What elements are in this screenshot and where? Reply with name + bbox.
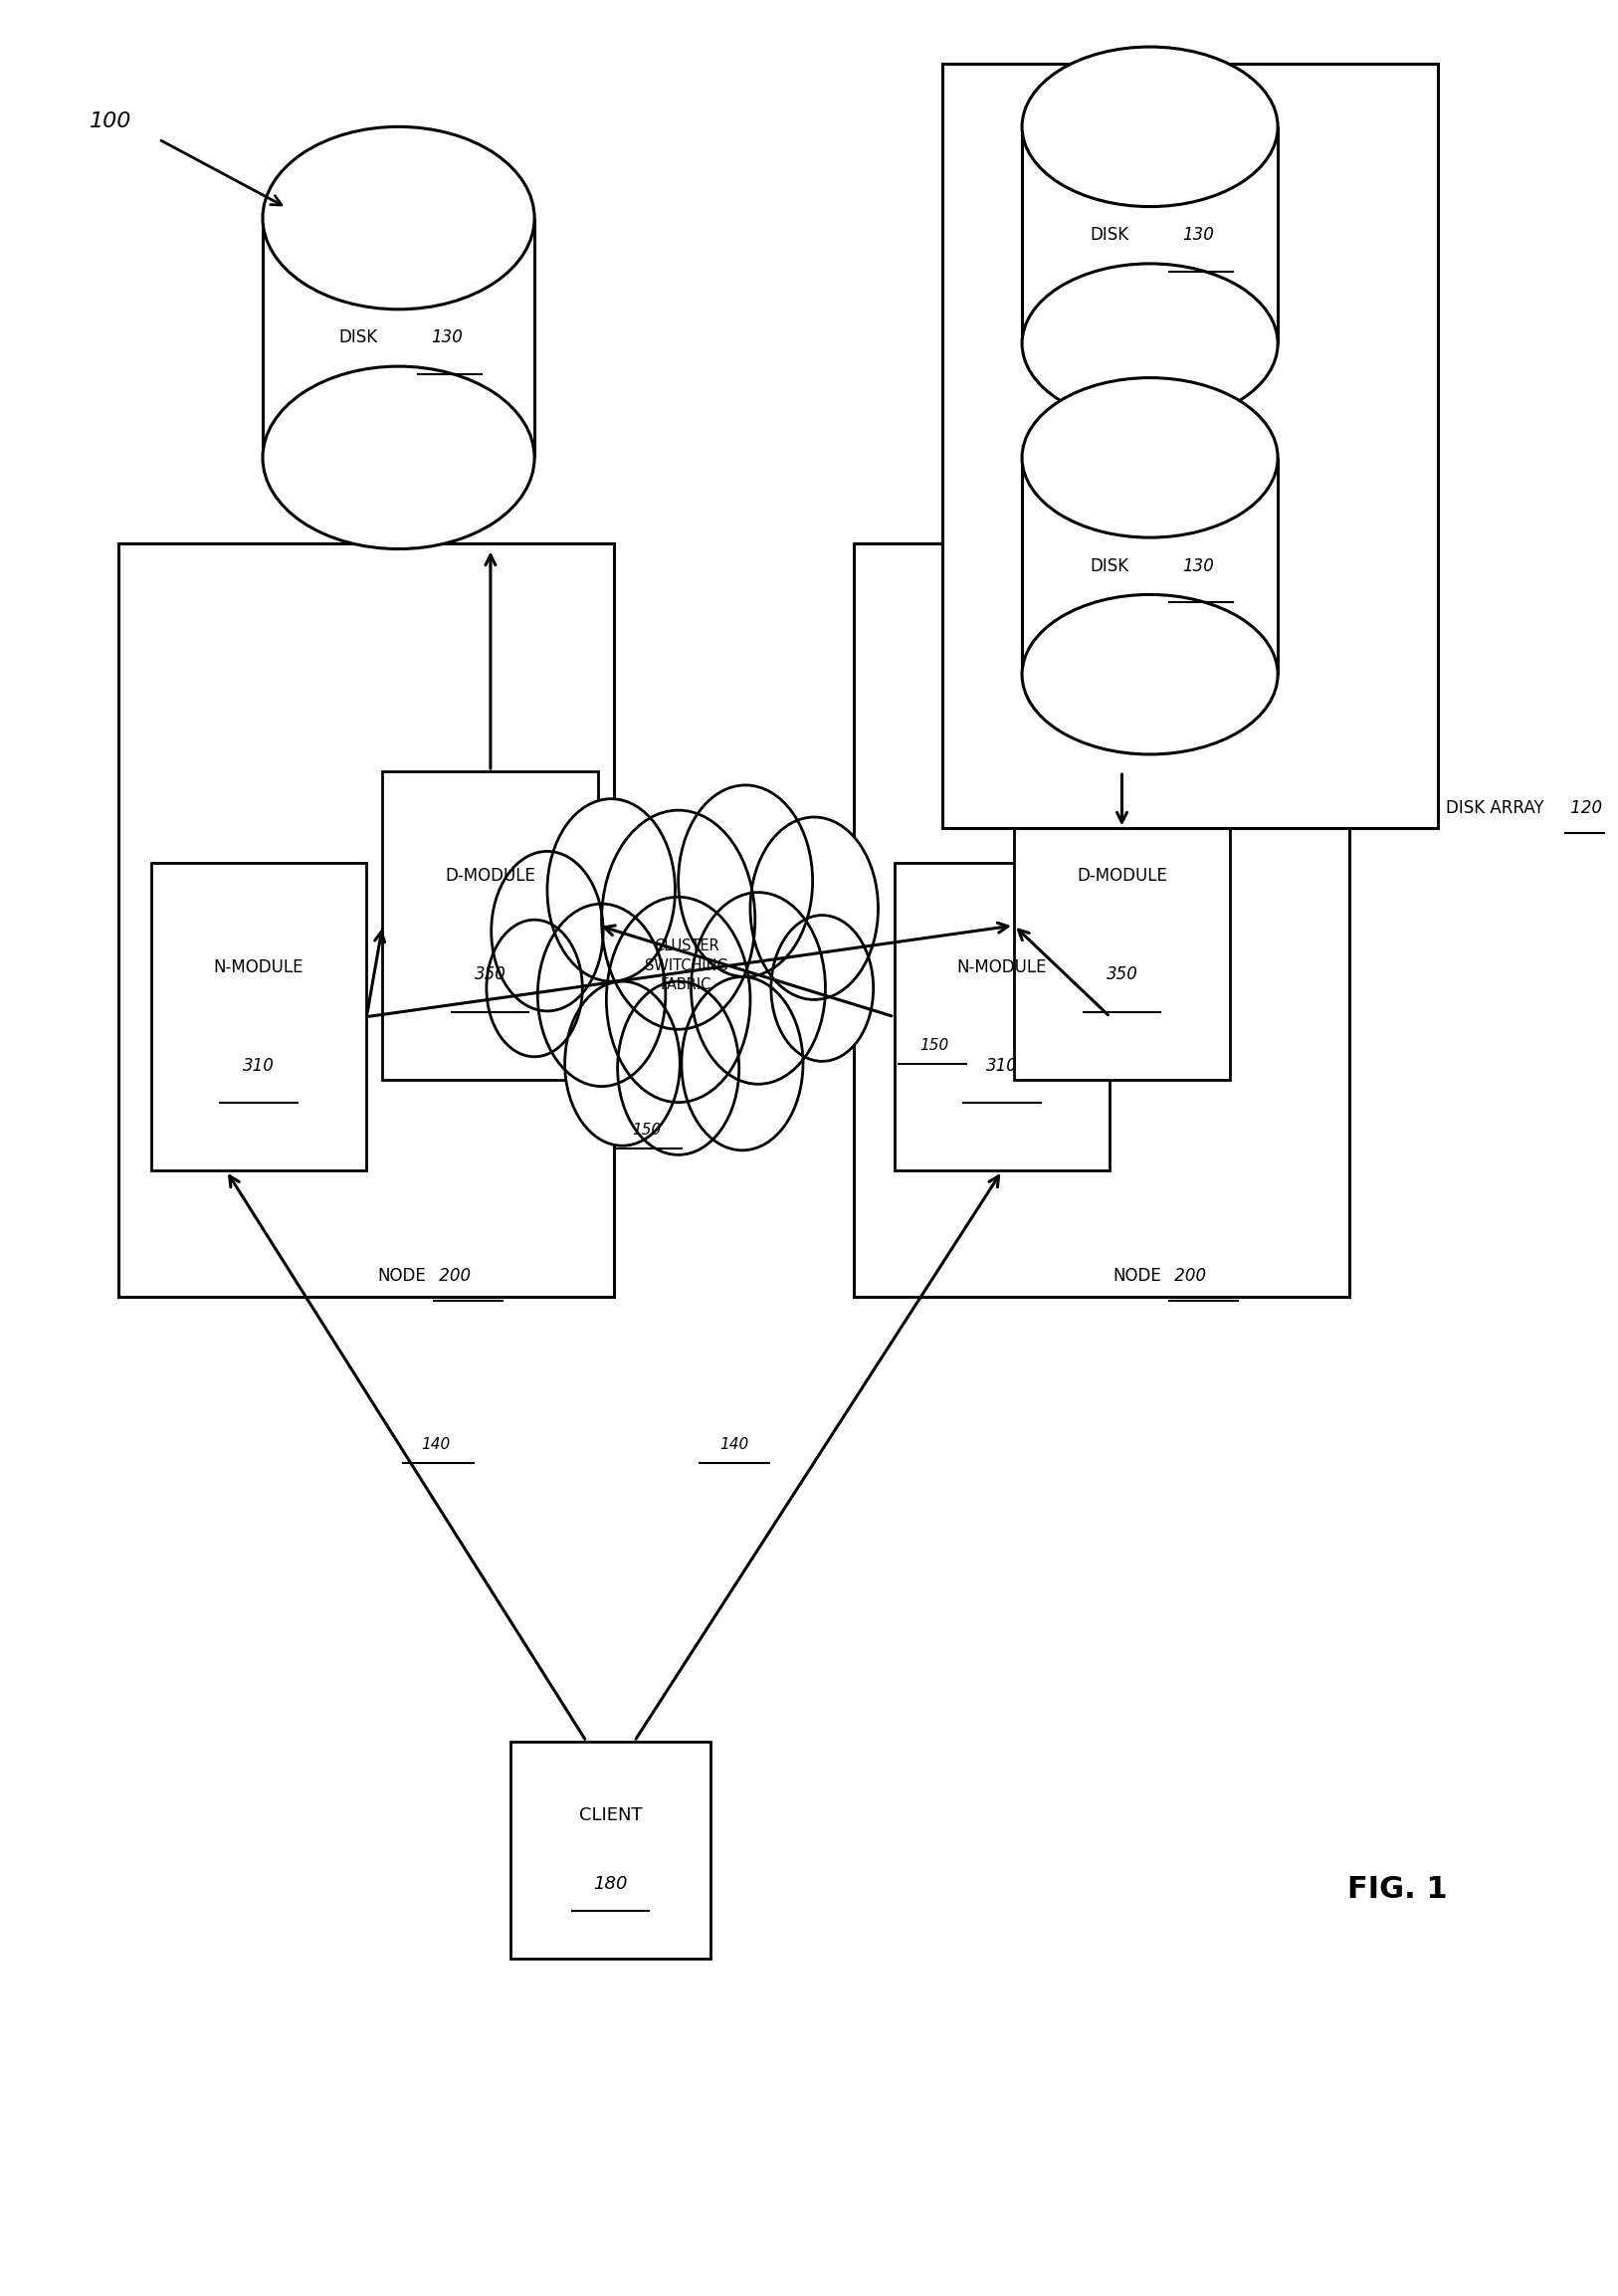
Circle shape [537, 905, 665, 1086]
Text: DISK: DISK [340, 328, 379, 347]
Text: 120: 120 [1566, 799, 1602, 817]
Text: 180: 180 [594, 1876, 628, 1894]
Text: 140: 140 [421, 1437, 450, 1451]
Text: 130: 130 [1183, 227, 1214, 243]
Ellipse shape [1023, 379, 1278, 537]
Text: CLIENT: CLIENT [579, 1807, 642, 1823]
Text: 350: 350 [1107, 967, 1137, 983]
Circle shape [678, 785, 812, 976]
Text: CLUSTER
SWITCHING
FABRIC: CLUSTER SWITCHING FABRIC [644, 939, 728, 992]
Bar [854, 544, 1349, 1297]
Text: 130: 130 [1183, 558, 1214, 574]
Text: 100: 100 [89, 110, 133, 131]
Text: N-MODULE: N-MODULE [214, 957, 304, 976]
Ellipse shape [262, 367, 534, 549]
Bar [510, 1740, 710, 1958]
Text: 150: 150 [631, 1123, 660, 1137]
Text: D-MODULE: D-MODULE [445, 868, 536, 886]
Ellipse shape [1023, 46, 1278, 207]
Ellipse shape [262, 126, 534, 310]
Text: 150: 150 [919, 1038, 948, 1054]
Text: DISK: DISK [1091, 227, 1129, 243]
Text: 140: 140 [720, 1437, 749, 1451]
Text: 310: 310 [985, 1056, 1018, 1075]
Bar [1023, 126, 1278, 344]
Text: FIG. 1: FIG. 1 [1348, 1876, 1448, 1903]
Text: 350: 350 [474, 967, 506, 983]
Circle shape [492, 852, 604, 1010]
Text: 200: 200 [1170, 1267, 1207, 1286]
Bar [262, 218, 534, 457]
Bar [895, 863, 1110, 1171]
Bar [1014, 771, 1230, 1079]
Bar [118, 544, 615, 1297]
Text: 130: 130 [430, 328, 463, 347]
Bar [382, 771, 599, 1079]
Circle shape [602, 810, 756, 1029]
Text: 310: 310 [243, 1056, 275, 1075]
Ellipse shape [1023, 264, 1278, 422]
Text: D-MODULE: D-MODULE [1076, 868, 1167, 886]
Text: N-MODULE: N-MODULE [956, 957, 1047, 976]
Text: 200: 200 [434, 1267, 471, 1286]
Bar [942, 64, 1438, 829]
Text: NODE: NODE [377, 1267, 426, 1286]
Circle shape [618, 980, 739, 1155]
Ellipse shape [1023, 595, 1278, 755]
Circle shape [565, 980, 680, 1146]
Circle shape [681, 976, 803, 1150]
Text: DISK: DISK [1091, 558, 1129, 574]
Circle shape [751, 817, 879, 999]
Bar [1023, 457, 1278, 675]
Circle shape [772, 916, 874, 1061]
Text: NODE: NODE [1113, 1267, 1162, 1286]
Circle shape [547, 799, 675, 980]
Circle shape [487, 921, 582, 1056]
Circle shape [607, 898, 751, 1102]
Bar [150, 863, 367, 1171]
Circle shape [691, 893, 825, 1084]
Text: DISK ARRAY: DISK ARRAY [1445, 799, 1544, 817]
